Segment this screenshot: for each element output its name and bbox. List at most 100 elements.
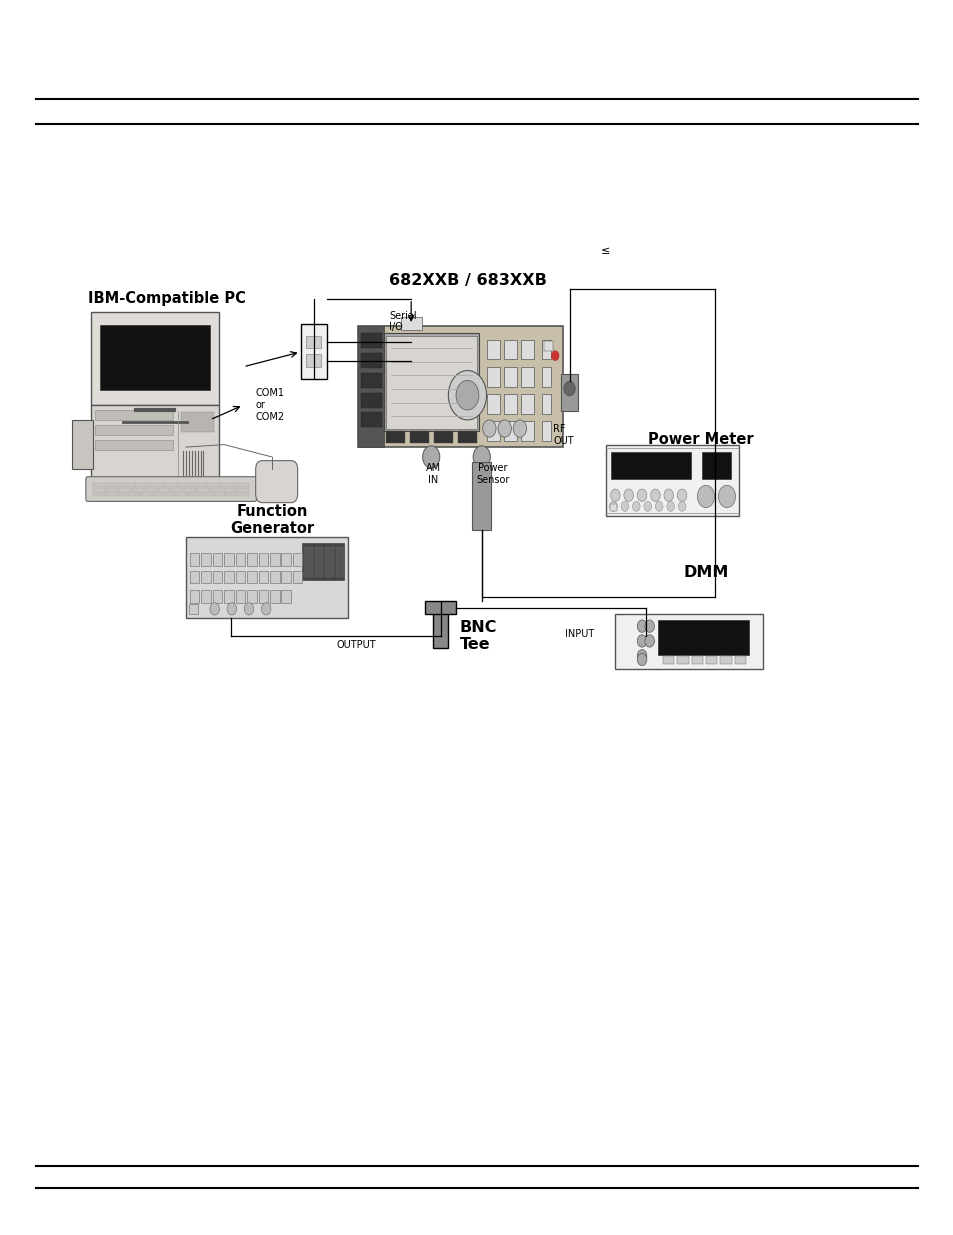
Bar [235,483,249,487]
Bar [193,483,206,487]
Bar [71,420,92,469]
Circle shape [637,653,646,666]
Text: BNC
Tee: BNC Tee [459,620,497,652]
Bar [293,553,302,566]
Bar [386,431,405,443]
Bar [213,553,222,566]
Bar [95,425,172,435]
Bar [247,553,256,566]
Bar [152,493,164,496]
Bar [201,590,211,603]
Circle shape [563,382,575,396]
Bar [357,326,562,447]
Bar [221,483,234,487]
Text: DMM: DMM [682,566,728,580]
Circle shape [644,620,654,632]
Bar [270,590,279,603]
Bar [357,326,384,447]
Circle shape [422,446,439,468]
Bar [100,325,210,390]
Bar [705,656,717,664]
Bar [433,611,448,648]
Bar [560,374,578,411]
Circle shape [637,635,646,647]
Bar [201,571,211,583]
Bar [486,367,499,387]
Bar [171,488,183,492]
Text: ≤: ≤ [600,246,610,256]
Circle shape [497,420,511,437]
Bar [360,333,381,348]
Bar [281,590,291,603]
Bar [235,571,245,583]
Bar [132,488,144,492]
Bar [541,340,551,359]
Bar [116,493,128,496]
Circle shape [655,501,662,511]
Circle shape [644,635,654,647]
Text: AM
IN: AM IN [425,463,440,484]
Bar [281,571,291,583]
Text: Function
Generator: Function Generator [230,504,314,536]
Bar [247,571,256,583]
Bar [486,394,499,414]
Text: Serial
I/O: Serial I/O [389,311,416,332]
Bar [300,324,327,379]
Bar [677,656,688,664]
Bar [118,488,131,492]
Bar [610,452,690,479]
Circle shape [650,489,659,501]
Text: OUTPUT: OUTPUT [335,640,375,650]
Bar [186,537,348,618]
Bar [129,493,140,496]
Bar [92,483,106,487]
Bar [207,483,220,487]
Bar [662,656,674,664]
Bar [605,445,739,516]
Circle shape [609,501,617,511]
Bar [472,462,491,530]
Text: RF
OUT: RF OUT [553,424,574,446]
Bar [235,553,245,566]
Circle shape [610,489,619,501]
Bar [425,601,456,614]
Bar [95,410,172,420]
Bar [384,333,478,431]
Bar [92,488,105,492]
Bar [213,493,225,496]
Bar [658,620,748,655]
Bar [503,394,517,414]
Bar [270,553,279,566]
Bar [503,340,517,359]
Bar [224,553,233,566]
Circle shape [678,501,685,511]
Bar [190,553,199,566]
Bar [224,590,233,603]
Circle shape [482,420,496,437]
Circle shape [637,489,646,501]
Bar [91,405,219,482]
Bar [211,488,222,492]
Bar [141,493,152,496]
Bar [701,452,731,479]
Bar [184,488,196,492]
Bar [360,393,381,408]
Bar [201,553,211,566]
Bar [107,483,120,487]
Bar [164,483,177,487]
Bar [302,543,344,580]
Bar [360,373,381,388]
Bar [258,571,268,583]
Bar [226,493,236,496]
Circle shape [677,489,686,501]
Bar [223,488,235,492]
Bar [91,312,219,405]
Bar [543,341,553,351]
Bar [360,353,381,368]
Bar [190,571,199,583]
Bar [520,340,534,359]
Bar [106,488,118,492]
Bar [95,440,172,450]
Bar [236,488,249,492]
Bar [457,431,476,443]
